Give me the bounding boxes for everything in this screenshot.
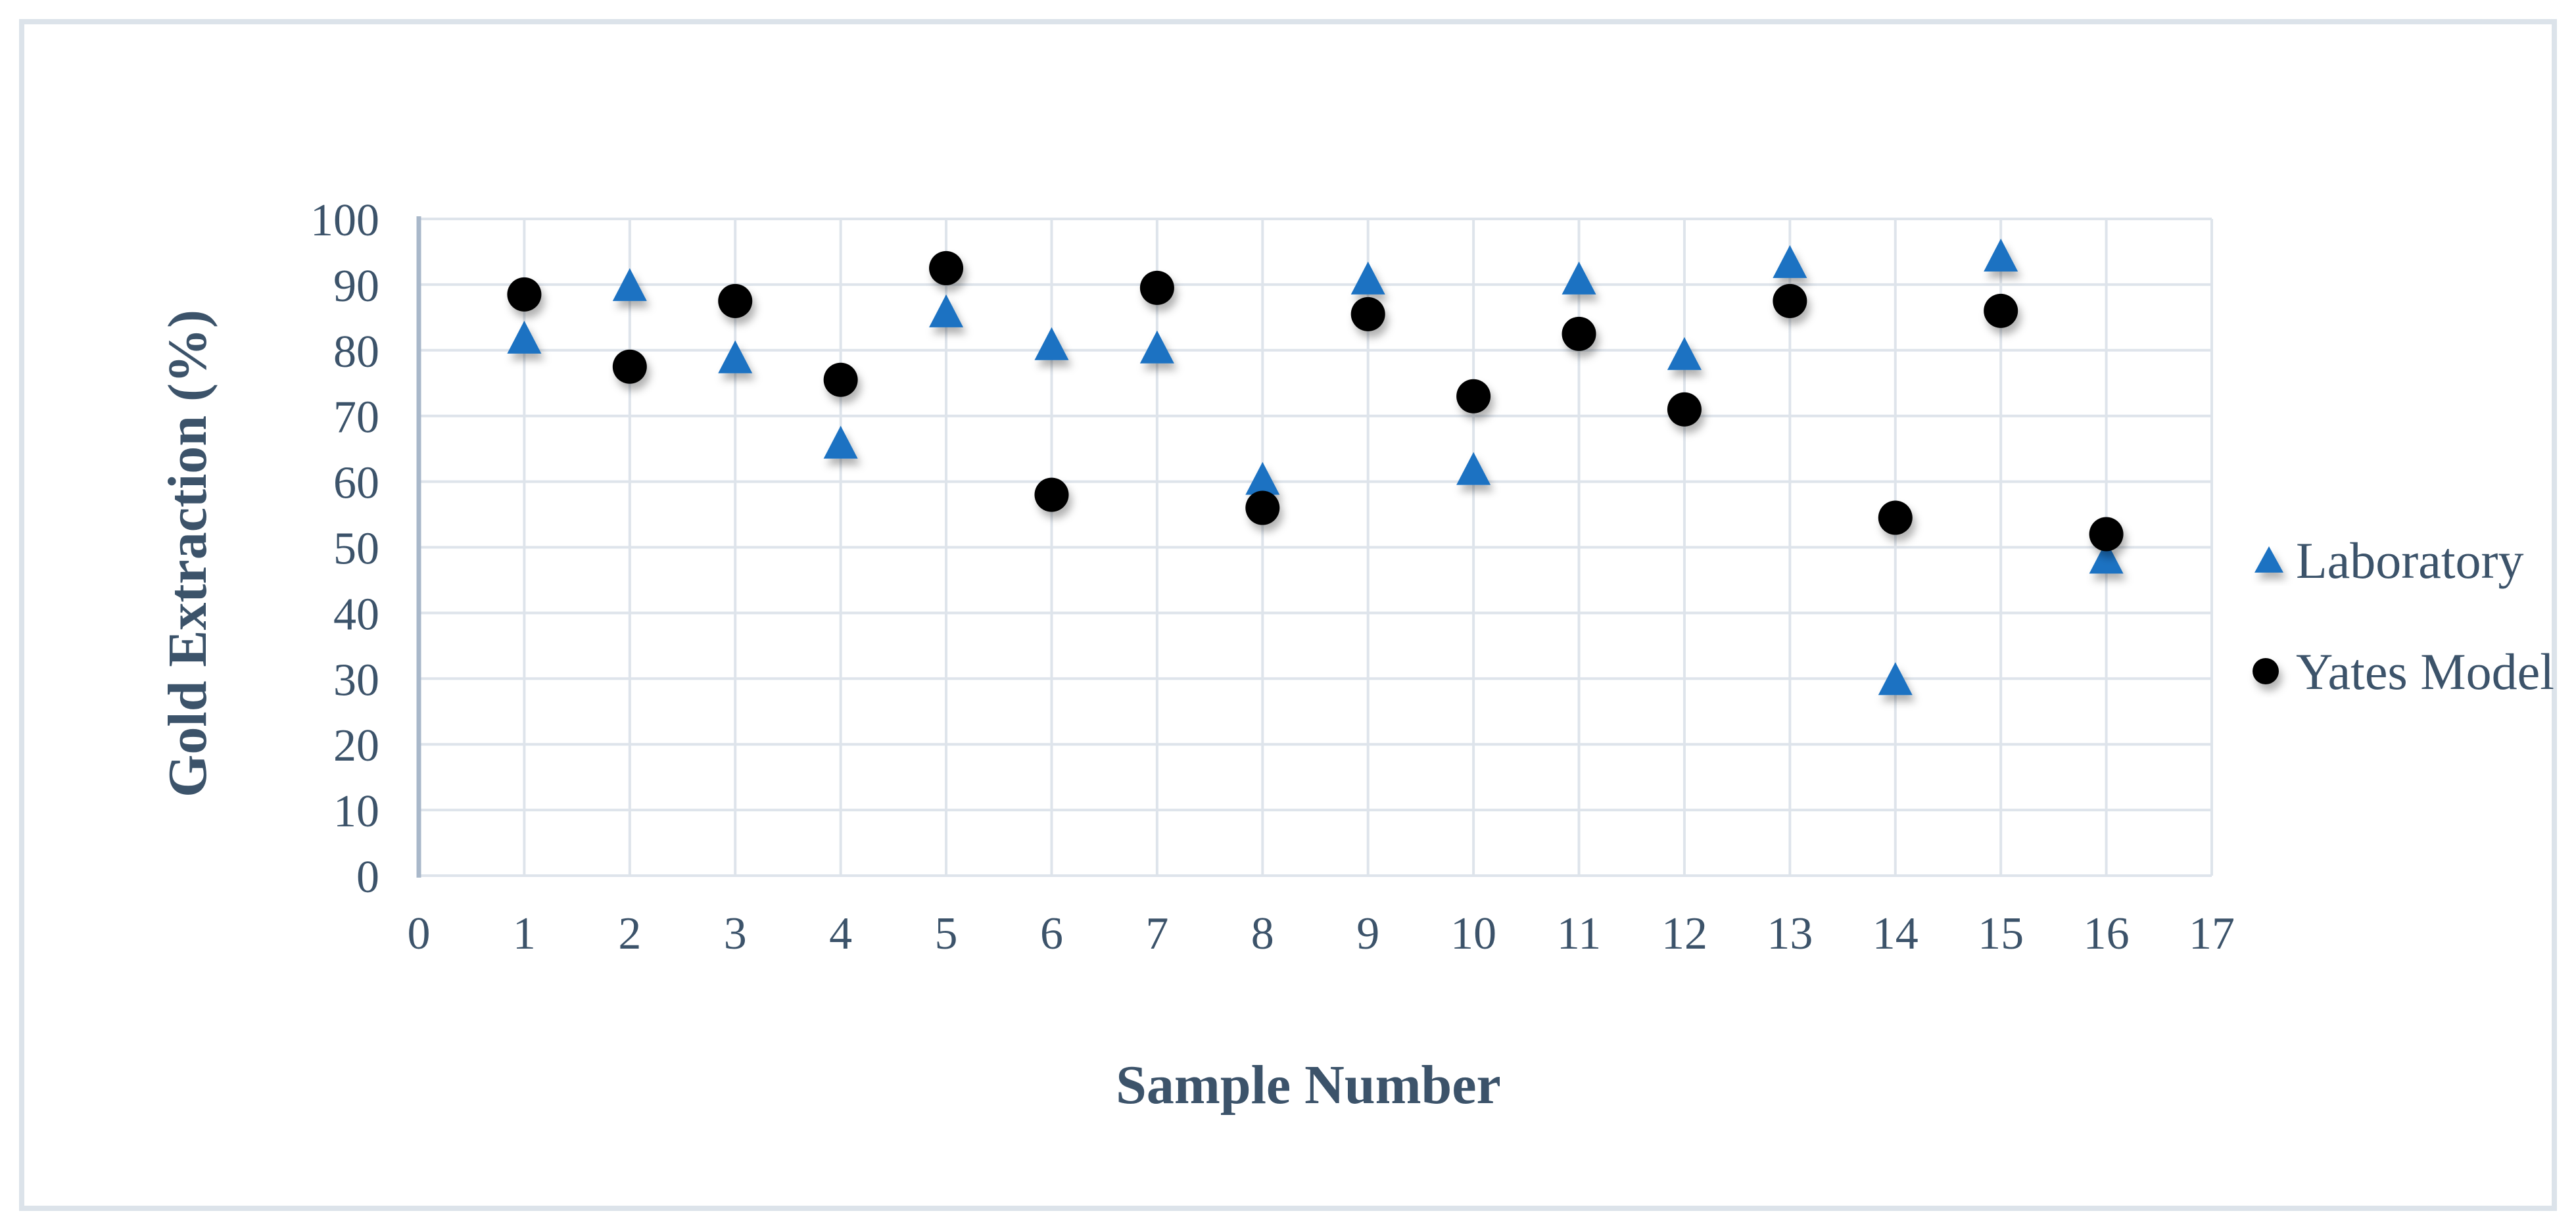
x-tick-label: 2 — [618, 909, 641, 959]
y-tick-label: 30 — [333, 655, 379, 705]
legend-label-laboratory: Laboratory — [2296, 532, 2524, 589]
gridlines — [417, 218, 2213, 877]
x-tick-label: 11 — [1557, 909, 1601, 959]
laboratory-point — [1667, 337, 1702, 370]
x-tick-label: 3 — [724, 909, 747, 959]
x-tick-label: 15 — [1978, 909, 2024, 959]
laboratory-point — [1984, 238, 2018, 272]
yates-model-point — [1667, 392, 1702, 427]
series-laboratory — [507, 238, 2124, 696]
y-tick-labels: 0 10 20 30 40 50 60 70 80 90 100 — [310, 195, 379, 903]
laboratory-point — [929, 294, 964, 327]
laboratory-point — [1878, 662, 1913, 696]
laboratory-point — [1562, 261, 1596, 295]
y-tick-label: 0 — [356, 852, 379, 903]
x-tick-label: 9 — [1356, 909, 1379, 959]
x-tick-labels: 0 1 2 3 4 5 6 7 8 9 10 11 12 13 14 15 16 17 — [408, 909, 2235, 959]
yates-model-point — [507, 277, 542, 312]
yates-model-point — [2089, 517, 2124, 552]
y-tick-label: 100 — [310, 195, 379, 246]
laboratory-point — [1139, 330, 1174, 364]
x-tick-label: 16 — [2084, 909, 2130, 959]
figure-border — [19, 19, 2557, 1211]
laboratory-point — [1034, 327, 1069, 360]
yates-model-point — [1034, 477, 1069, 512]
legend-laboratory-triangle-icon — [2254, 546, 2283, 573]
yates-model-point — [929, 250, 964, 285]
x-tick-label: 1 — [513, 909, 536, 959]
y-tick-label: 10 — [333, 786, 379, 837]
laboratory-point — [1773, 245, 1807, 278]
yates-model-point — [1878, 500, 1913, 535]
y-tick-label: 50 — [333, 524, 379, 575]
laboratory-point — [2089, 540, 2124, 574]
x-tick-label: 6 — [1040, 909, 1063, 959]
laboratory-point — [507, 320, 542, 354]
laboratory-point — [718, 340, 753, 373]
laboratory-point — [612, 268, 647, 301]
yates-model-point — [1984, 293, 2018, 328]
y-tick-label: 90 — [333, 261, 379, 312]
y-tick-label: 60 — [333, 458, 379, 509]
series-yates-model — [507, 250, 2124, 552]
y-axis-title: Gold Extraction (%) — [157, 310, 218, 797]
laboratory-point — [1245, 461, 1280, 495]
yates-model-point — [823, 362, 858, 397]
legend: Laboratory Yates Model — [2253, 532, 2554, 700]
x-tick-label: 17 — [2189, 909, 2235, 959]
x-tick-label: 14 — [1872, 909, 1919, 959]
laboratory-point — [1456, 452, 1491, 485]
x-tick-label: 12 — [1661, 909, 1707, 959]
legend-label-yates-model: Yates Model — [2296, 643, 2554, 700]
y-tick-label: 80 — [333, 327, 379, 377]
y-tick-label: 20 — [333, 721, 379, 771]
x-tick-label: 7 — [1145, 909, 1168, 959]
yates-model-point — [1245, 490, 1280, 525]
yates-model-point — [1350, 296, 1385, 331]
x-tick-label: 10 — [1450, 909, 1496, 959]
x-axis-title: Sample Number — [1116, 1054, 1501, 1116]
yates-model-point — [718, 283, 753, 318]
laboratory-point — [1350, 261, 1385, 295]
x-tick-label: 5 — [935, 909, 958, 959]
x-tick-label: 0 — [408, 909, 431, 959]
x-tick-label: 4 — [829, 909, 852, 959]
x-tick-label: 8 — [1251, 909, 1274, 959]
x-tick-label: 13 — [1767, 909, 1813, 959]
yates-model-point — [1139, 270, 1174, 305]
yates-model-point — [612, 349, 647, 384]
y-tick-label: 70 — [333, 392, 379, 443]
laboratory-point — [823, 425, 858, 459]
legend-yates-model-circle-icon — [2253, 658, 2279, 684]
yates-model-point — [1456, 379, 1491, 414]
y-tick-label: 40 — [333, 589, 379, 640]
yates-model-point — [1562, 316, 1596, 351]
yates-model-point — [1773, 283, 1807, 318]
